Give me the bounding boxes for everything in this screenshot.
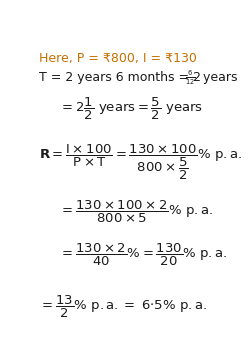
Text: $= \dfrac{130 \times 2}{40}\% = \dfrac{130}{20}\%\ \mathrm{p.a.}$: $= \dfrac{130 \times 2}{40}\% = \dfrac{1… — [59, 242, 228, 268]
Text: T = 2 years 6 months = 2: T = 2 years 6 months = 2 — [39, 71, 201, 84]
Text: $= \dfrac{13}{2}\%\ \mathrm{p.a.}{=}\ 6{\cdot}5\%\ \mathrm{p.a.}$: $= \dfrac{13}{2}\%\ \mathrm{p.a.}{=}\ 6{… — [39, 294, 208, 320]
Text: years: years — [200, 71, 238, 84]
Text: $= \dfrac{130 \times 100 \times 2}{800 \times 5}\%\ \mathrm{p.a.}$: $= \dfrac{130 \times 100 \times 2}{800 \… — [59, 198, 213, 224]
Text: Here, P = ₹800, I = ₹130: Here, P = ₹800, I = ₹130 — [39, 52, 197, 65]
Text: $\mathrm{T = 2\ years\ 6\ months = 2}\!\!\begin{array}{l}\scriptscriptstyle 6\\[: $\mathrm{T = 2\ years\ 6\ months = 2}\!\… — [0, 354, 1, 355]
Text: $\frac{6}{12}$: $\frac{6}{12}$ — [185, 69, 196, 87]
Text: $= 2\dfrac{1}{2}\ \mathrm{years} = \dfrac{5}{2}\ \mathrm{years}$: $= 2\dfrac{1}{2}\ \mathrm{years} = \dfra… — [59, 96, 203, 122]
Text: $\mathbf{R} = \dfrac{\mathrm{I \times 100}}{\mathrm{P \times T}} = \dfrac{130 \t: $\mathbf{R} = \dfrac{\mathrm{I \times 10… — [39, 142, 243, 182]
